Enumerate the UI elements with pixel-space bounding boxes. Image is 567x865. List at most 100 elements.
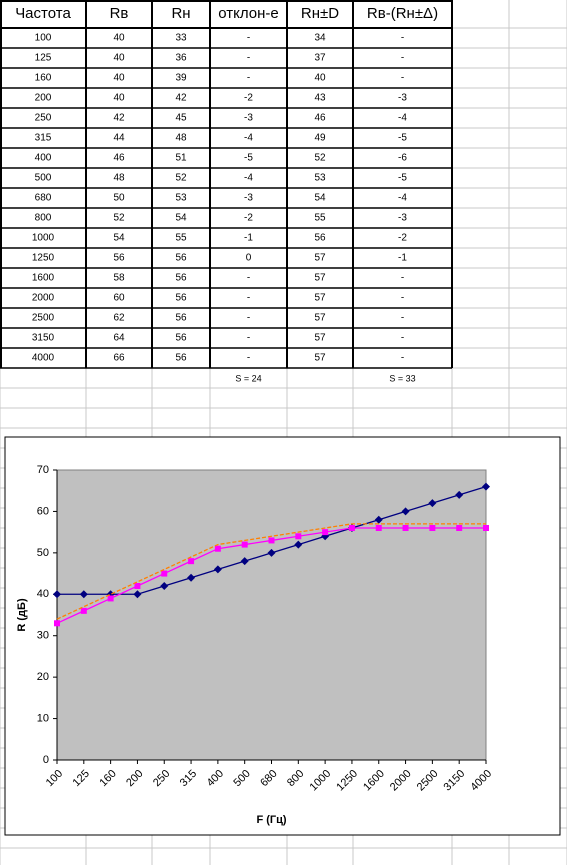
marker — [268, 537, 275, 544]
table-cell: - — [247, 33, 250, 44]
table-cell: -4 — [398, 193, 407, 204]
y-tick-label: 50 — [37, 547, 49, 559]
table-cell: 57 — [314, 313, 326, 324]
table-cell: - — [247, 353, 250, 364]
table-cell: -2 — [244, 213, 253, 224]
table-cell: 52 — [175, 173, 187, 184]
table-cell: -4 — [244, 133, 253, 144]
header-cell: Rн±D — [301, 5, 339, 22]
marker — [429, 525, 436, 531]
marker — [213, 565, 222, 574]
table-cell: -5 — [398, 133, 407, 144]
table-cell: 57 — [314, 293, 326, 304]
table-cell: 4000 — [32, 353, 55, 364]
table-cell: 62 — [113, 313, 125, 324]
table-cell: -3 — [244, 113, 253, 124]
table-cell: -6 — [398, 153, 407, 164]
table-cell: - — [401, 53, 404, 64]
table-cell: -2 — [244, 93, 253, 104]
table-cell: -5 — [244, 153, 253, 164]
table-cell: 52 — [113, 213, 125, 224]
table-cell: 33 — [175, 33, 187, 44]
table-cell: 2500 — [32, 313, 55, 324]
y-tick-label: 0 — [43, 754, 49, 766]
table-cell: 400 — [35, 153, 52, 164]
table-cell: 200 — [35, 93, 52, 104]
table-cell: 46 — [113, 153, 125, 164]
table-cell: 56 — [113, 253, 125, 264]
table-cell: 3150 — [32, 333, 55, 344]
marker — [294, 540, 303, 549]
footer-cell: S = 24 — [235, 373, 261, 383]
table-cell: 56 — [175, 273, 187, 284]
header-cell: Rв — [110, 5, 129, 22]
table-cell: -4 — [244, 173, 253, 184]
table-cell: 45 — [175, 113, 187, 124]
table-cell: 57 — [314, 353, 326, 364]
marker — [187, 573, 196, 582]
marker — [134, 583, 141, 589]
table-cell: 46 — [314, 113, 326, 124]
table-cell: - — [401, 313, 404, 324]
marker — [133, 590, 142, 599]
table-cell: 680 — [35, 193, 52, 204]
marker — [80, 607, 87, 614]
table-cell: 40 — [314, 73, 326, 84]
table-cell: - — [247, 313, 250, 324]
table-cell: 250 — [35, 113, 52, 124]
table-cell: - — [401, 33, 404, 44]
table-cell: 39 — [175, 73, 187, 84]
table-cell: 40 — [113, 93, 125, 104]
table-cell: 42 — [175, 93, 187, 104]
marker — [240, 557, 249, 566]
table-cell: 100 — [35, 33, 52, 44]
table-cell: 56 — [175, 313, 187, 324]
y-tick-label: 10 — [37, 712, 49, 724]
table-cell: 66 — [113, 353, 125, 364]
marker — [374, 515, 383, 524]
table-cell: -3 — [398, 93, 407, 104]
plot-area — [56, 469, 487, 761]
marker — [53, 590, 61, 599]
marker — [348, 525, 355, 531]
table-cell: 58 — [113, 273, 125, 284]
table-cell: 2000 — [32, 293, 55, 304]
marker — [107, 595, 114, 602]
marker — [482, 482, 490, 491]
table-cell: - — [247, 333, 250, 344]
table-cell: 56 — [175, 333, 187, 344]
marker — [401, 507, 410, 516]
header-cell: Rв-(Rн±Δ) — [367, 5, 438, 22]
table-cell: 40 — [113, 73, 125, 84]
table-cell: 0 — [246, 253, 252, 264]
table-cell: - — [247, 73, 250, 84]
table-cell: 48 — [113, 173, 125, 184]
marker — [483, 525, 489, 531]
table-cell: 49 — [314, 133, 326, 144]
header-cell: Rн — [171, 5, 190, 22]
y-tick-label: 30 — [37, 630, 49, 642]
table-cell: 125 — [35, 53, 52, 64]
table-cell: 57 — [314, 273, 326, 284]
table-cell: 57 — [314, 253, 326, 264]
marker — [161, 570, 168, 577]
table-cell: 315 — [35, 133, 52, 144]
y-axis-title: R (дБ) — [16, 598, 28, 632]
table-cell: 54 — [175, 213, 187, 224]
footer-cell: S = 33 — [389, 373, 415, 383]
marker — [322, 529, 329, 536]
table-cell: -2 — [398, 233, 407, 244]
table-cell: -1 — [244, 233, 253, 244]
series-line — [56, 523, 486, 620]
table-cell: 1600 — [32, 273, 55, 284]
table-cell: 56 — [175, 293, 187, 304]
table-cell: 56 — [314, 233, 326, 244]
table-cell: -3 — [398, 213, 407, 224]
marker — [54, 620, 60, 627]
table-cell: 54 — [113, 233, 125, 244]
table-cell: 56 — [175, 353, 187, 364]
table-cell: 40 — [113, 33, 125, 44]
table-cell: 800 — [35, 213, 52, 224]
marker — [295, 533, 302, 540]
